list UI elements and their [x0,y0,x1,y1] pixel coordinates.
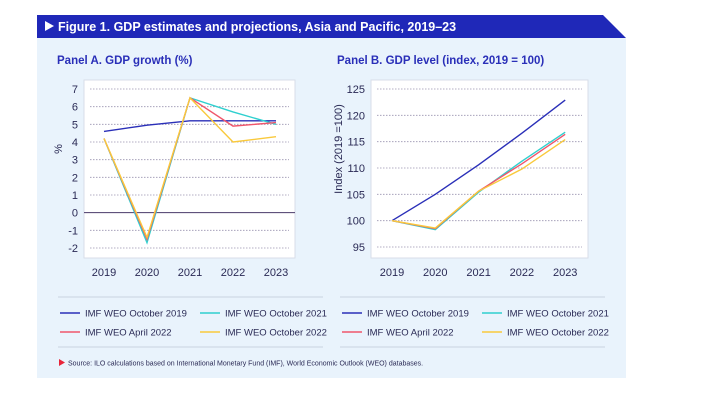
plot-area [83,79,296,259]
y-tick-label: 6 [72,102,78,114]
y-tick-label: 0 [72,208,78,220]
x-tick-label: 2019 [380,267,404,279]
x-tick-label: 2022 [221,267,245,279]
y-tick-label: 7 [72,84,78,96]
y-tick-label: 105 [347,189,365,201]
series-line-imf-weo-october-2022 [391,138,566,229]
panel-title: Panel A. GDP growth (%) [57,55,193,67]
source-note: Source: ILO calculations based on Intern… [68,361,423,368]
x-tick-label: 2019 [92,267,116,279]
plot-area [370,79,589,259]
legend-label: IMF WEO October 2022 [507,328,609,339]
x-tick-label: 2022 [510,267,534,279]
play-triangle-icon [45,21,54,31]
series-line-imf-weo-october-2019 [103,120,276,133]
x-tick-label: 2021 [466,267,490,279]
x-tick-label: 2020 [423,267,447,279]
y-tick-label: 125 [347,84,365,96]
legend-label: IMF WEO October 2021 [507,309,609,320]
legend-label: IMF WEO April 2022 [85,328,172,339]
series-line-imf-weo-october-2019 [391,99,566,222]
y-tick-label: 95 [353,242,365,254]
legend-label: IMF WEO October 2021 [225,309,327,320]
y-tick-label: 5 [72,119,78,131]
panel-a: Panel A. GDP growth (%) 7 6 5 4 3 2 1 0 -1 -2% 2019… [53,55,327,348]
figure-header [37,15,626,38]
panel-b: Panel B. GDP level (index, 2019 = 100) 12… [333,55,609,348]
y-tick-label: 3 [72,155,78,167]
y-tick-label: 120 [347,110,365,122]
y-tick-label: 115 [347,137,365,149]
y-axis-label: % [53,144,65,154]
x-tick-label: 2021 [178,267,202,279]
panel-title: Panel B. GDP level (index, 2019 = 100) [337,55,544,67]
x-tick-label: 2023 [264,267,288,279]
figure-title: Figure 1. GDP estimates and projections,… [58,20,456,34]
legend-label: IMF WEO October 2022 [225,328,327,339]
y-tick-label: -2 [68,243,78,255]
y-tick-label: 4 [72,137,78,149]
y-tick-label: 100 [347,216,365,228]
source-marker-icon [59,359,65,366]
y-tick-label: 1 [72,190,78,202]
legend-label: IMF WEO April 2022 [367,328,454,339]
x-tick-label: 2020 [135,267,159,279]
y-tick-label: 2 [72,172,78,184]
y-axis-label: Index (2019 =100) [333,104,345,194]
legend-label: IMF WEO October 2019 [85,309,187,320]
legend-label: IMF WEO October 2019 [367,309,469,320]
x-tick-label: 2023 [553,267,577,279]
y-tick-label: -1 [68,225,78,237]
series-line-imf-weo-october-2022 [103,96,277,240]
y-tick-label: 110 [347,163,365,175]
